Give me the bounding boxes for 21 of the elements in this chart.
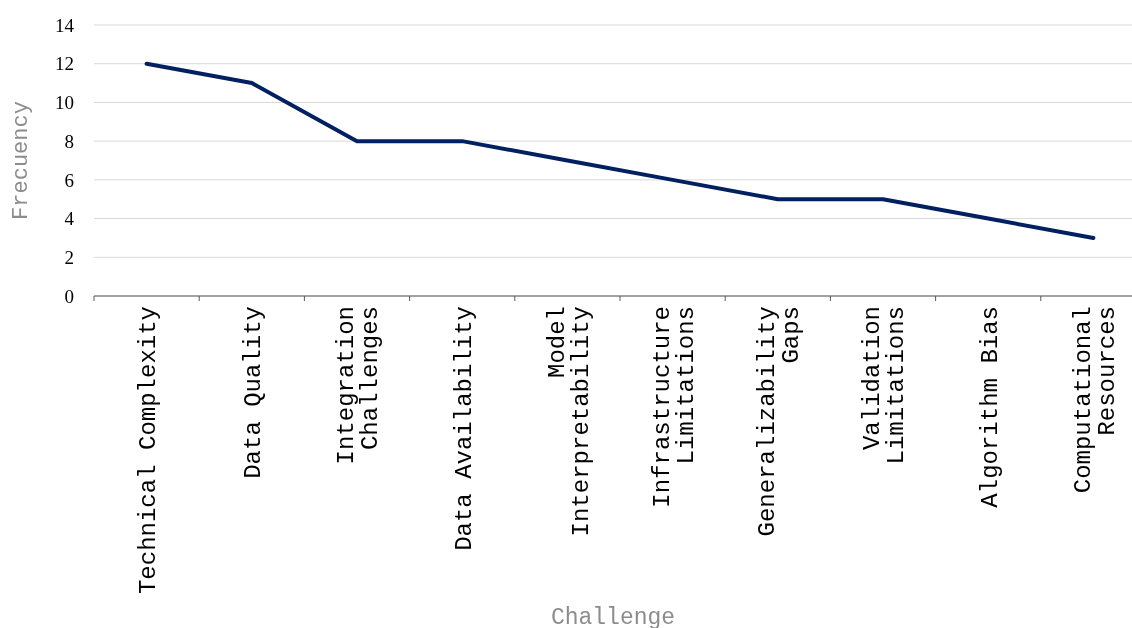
y-tick-label: 8 [64,130,74,152]
y-tick-label: 6 [64,169,74,191]
x-tick-label: Infrastructure Limitations [649,306,700,508]
x-tick-label: Algorithm Bias [976,306,1004,508]
y-axis-title: Frecuency [9,101,34,220]
x-tick-label: Integration Challenges [333,306,385,465]
x-axis-title: Challenge [550,605,676,628]
x-tick-label: Data Quality [240,306,268,479]
y-tick-label: 10 [55,92,74,114]
y-tick-label: 14 [55,14,75,36]
x-tick-label: Generalizability Gaps [754,306,806,537]
x-tick-label: Technical Complexity [135,306,162,595]
y-tick-label: 0 [64,285,74,307]
y-tick-label: 12 [55,53,74,75]
x-tick-label: Computational Resources [1069,306,1121,494]
x-tick-label: Model Interpretability [543,306,595,537]
x-tick-label: Validation Limitations [859,306,911,465]
x-tick-label: Data Availability [450,306,478,551]
y-tick-label: 4 [64,208,75,230]
y-tick-label: 2 [64,246,74,268]
line-series [144,61,1096,240]
